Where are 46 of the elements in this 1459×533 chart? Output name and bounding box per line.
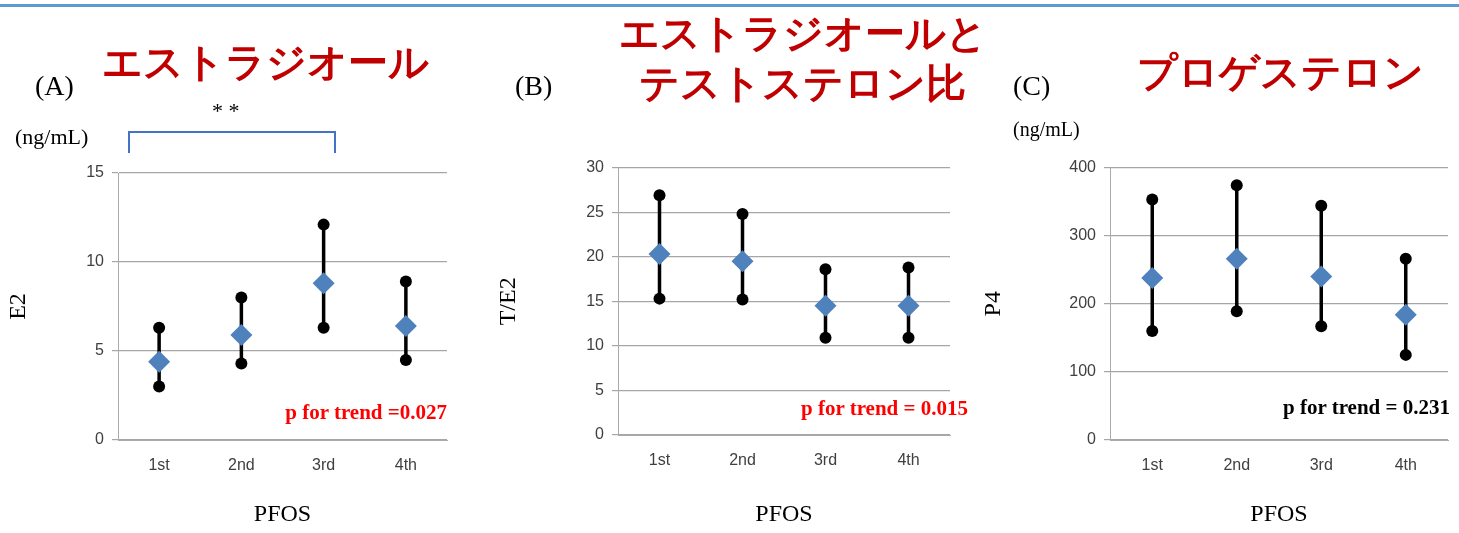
y-tick-label: 0	[595, 425, 605, 443]
y-axis-title: E2	[3, 293, 30, 320]
y-tick-label: 10	[86, 252, 105, 270]
x-tick-label: 3rd	[312, 456, 336, 474]
text: (A)	[35, 70, 74, 102]
x-tick-label: 3rd	[1309, 456, 1333, 474]
x-tick-label: 3rd	[813, 451, 838, 469]
text: (ng/mL)	[1013, 118, 1080, 141]
y-tick-label: 100	[1069, 362, 1097, 380]
y-tick-label: 15	[586, 291, 605, 309]
y-tick-label: 0	[95, 430, 105, 448]
annotation: p for trend = 0.231	[1283, 395, 1450, 420]
y-tick-label: 400	[1069, 158, 1097, 176]
chart-title: エストラジオールとテストステロン比	[617, 9, 988, 108]
y-tick-label: 200	[1069, 294, 1097, 312]
text: (ng/mL)	[15, 124, 89, 150]
y-tick-label: 5	[595, 380, 605, 398]
x-tick-label: 1st	[148, 456, 171, 474]
x-tick-label: 1st	[648, 451, 671, 469]
x-axis-title: PFOS	[253, 499, 312, 526]
x-tick-label: 2nd	[729, 451, 756, 469]
y-axis-title: T/E2	[493, 277, 520, 326]
y-tick-label: 20	[586, 247, 605, 265]
text: (C)	[1013, 70, 1051, 102]
y-tick-label: 15	[86, 163, 105, 181]
y-tick-label: 30	[586, 158, 605, 176]
x-axis-title: PFOS	[755, 499, 813, 526]
y-tick-label: 300	[1069, 226, 1097, 244]
y-tick-label: 10	[586, 336, 605, 354]
text: * *	[212, 98, 240, 124]
x-tick-label: 4th	[897, 451, 920, 469]
x-tick-label: 2nd	[1223, 456, 1251, 474]
text: (B)	[515, 70, 553, 102]
chart-title: プロゲステロン	[1135, 48, 1425, 97]
annotation: p for trend = 0.015	[801, 396, 968, 421]
x-tick-label: 1st	[1141, 456, 1164, 474]
x-axis-title: PFOS	[1250, 499, 1308, 526]
y-tick-label: 25	[586, 202, 605, 220]
chart-title: エストラジオール	[100, 38, 430, 87]
annotation: p for trend =0.027	[285, 400, 447, 425]
y-tick-label: 5	[95, 341, 105, 359]
x-tick-label: 4th	[1394, 456, 1417, 474]
y-tick-label: 0	[1087, 430, 1097, 448]
x-tick-label: 4th	[394, 456, 417, 474]
y-axis-title: P4	[978, 291, 1005, 317]
x-tick-label: 2nd	[228, 456, 255, 474]
